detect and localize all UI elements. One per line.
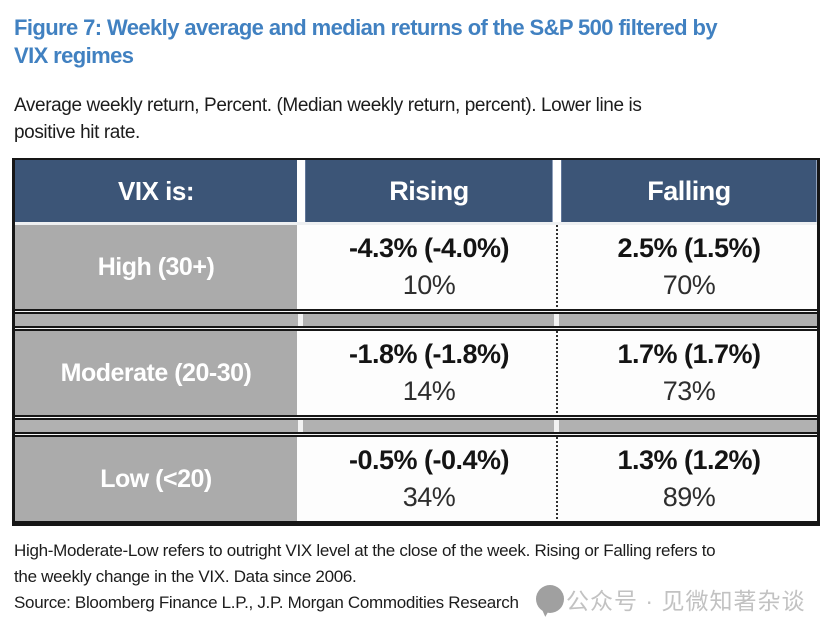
- separator-notch: [298, 314, 303, 326]
- avg-median-return: 1.7% (1.7%): [617, 339, 761, 369]
- footnote-line1: High-Moderate-Low refers to outright VIX…: [14, 541, 716, 560]
- positive-hit-rate: 70%: [662, 270, 716, 300]
- figure-subtitle-line1: Average weekly return, Percent. (Median …: [14, 95, 642, 116]
- column-gap: [297, 331, 305, 415]
- dotted-divider: [553, 225, 561, 309]
- row-label-moderate: Moderate (20-30): [15, 331, 297, 415]
- row-separator: [15, 415, 817, 437]
- avg-median-return: 2.5% (1.5%): [617, 233, 761, 263]
- separator-band: [15, 420, 817, 432]
- positive-hit-rate: 34%: [402, 482, 456, 512]
- figure-source: Source: Bloomberg Finance L.P., J.P. Mor…: [14, 593, 519, 612]
- figure-title: Figure 7: Weekly average and median retu…: [14, 14, 824, 70]
- chat-bubble-icon: [536, 585, 564, 613]
- positive-hit-rate: 10%: [402, 270, 456, 300]
- table-row-low: Low (<20) -0.5% (-0.4%) 34% 1.3% (1.2%) …: [15, 437, 817, 521]
- row-separator: [15, 309, 817, 331]
- cell-high-rising: -4.3% (-4.0%) 10%: [305, 225, 553, 309]
- dotted-divider: [553, 437, 561, 521]
- column-gap: [553, 160, 561, 222]
- figure-subtitle: Average weekly return, Percent. (Median …: [14, 92, 824, 146]
- table-row-moderate: Moderate (20-30) -1.8% (-1.8%) 14% 1.7% …: [15, 331, 817, 415]
- double-line: [15, 415, 817, 420]
- figure-footnote: High-Moderate-Low refers to outright VIX…: [14, 538, 826, 590]
- column-gap: [297, 225, 305, 309]
- header-cell-vix-is: VIX is:: [15, 160, 297, 222]
- separator-band: [15, 314, 817, 326]
- watermark: 公众号 · 见微知著杂谈: [536, 582, 805, 616]
- column-gap: [297, 437, 305, 521]
- dotted-divider: [553, 331, 561, 415]
- positive-hit-rate: 73%: [662, 376, 716, 406]
- positive-hit-rate: 89%: [662, 482, 716, 512]
- separator-notch: [298, 420, 303, 432]
- table-row-high: High (30+) -4.3% (-4.0%) 10% 2.5% (1.5%)…: [15, 225, 817, 309]
- table-header-row: VIX is: Rising Falling: [15, 160, 817, 225]
- vix-regime-table: VIX is: Rising Falling High (30+) -4.3% …: [12, 158, 820, 526]
- figure-subtitle-line2: positive hit rate.: [14, 122, 140, 143]
- header-cell-rising: Rising: [305, 160, 553, 222]
- separator-notch: [554, 314, 559, 326]
- positive-hit-rate: 14%: [402, 376, 456, 406]
- double-line: [15, 432, 817, 437]
- column-gap: [297, 160, 305, 222]
- separator-notch: [554, 420, 559, 432]
- watermark-text: 公众号 · 见微知著杂谈: [566, 588, 806, 614]
- row-label-low: Low (<20): [15, 437, 297, 521]
- figure-title-line2: VIX regimes: [14, 43, 134, 68]
- figure-title-line1: Figure 7: Weekly average and median retu…: [14, 15, 718, 40]
- avg-median-return: -4.3% (-4.0%): [348, 233, 510, 263]
- avg-median-return: 1.3% (1.2%): [617, 445, 761, 475]
- row-label-high: High (30+): [15, 225, 297, 309]
- cell-moderate-falling: 1.7% (1.7%) 73%: [561, 331, 817, 415]
- double-line: [15, 309, 817, 314]
- cell-low-falling: 1.3% (1.2%) 89%: [561, 437, 817, 521]
- double-line: [15, 326, 817, 331]
- avg-median-return: -1.8% (-1.8%): [348, 339, 510, 369]
- cell-high-falling: 2.5% (1.5%) 70%: [561, 225, 817, 309]
- cell-moderate-rising: -1.8% (-1.8%) 14%: [305, 331, 553, 415]
- avg-median-return: -0.5% (-0.4%): [348, 445, 510, 475]
- header-cell-falling: Falling: [561, 160, 817, 222]
- cell-low-rising: -0.5% (-0.4%) 34%: [305, 437, 553, 521]
- footnote-line2: the weekly change in the VIX. Data since…: [14, 567, 357, 586]
